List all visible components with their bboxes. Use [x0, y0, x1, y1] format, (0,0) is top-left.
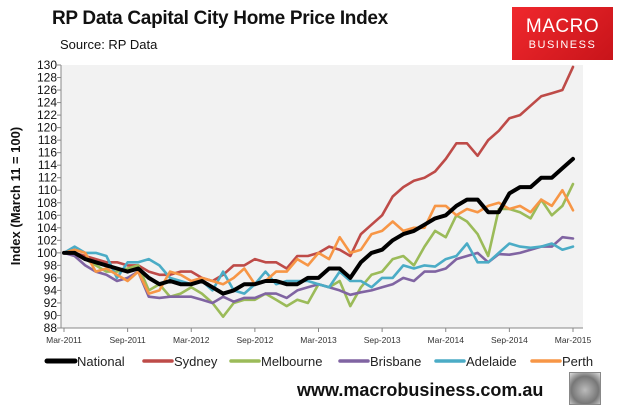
series-line-adelaide	[62, 242, 575, 295]
y-tick-label: 100	[37, 246, 57, 260]
legend-item-perth: Perth	[530, 354, 593, 369]
x-tick-label: Sep-2013	[364, 335, 401, 345]
x-tick-label: Mar-2015	[555, 335, 592, 345]
x-tick-label: Mar-2011	[46, 335, 82, 345]
y-tick-label: 118	[38, 133, 57, 147]
series-line-perth	[62, 188, 575, 295]
legend-item-adelaide: Adelaide	[434, 354, 517, 369]
y-tick-label: 108	[37, 196, 57, 210]
legend-item-national: National	[44, 354, 125, 369]
y-tick-label: 130	[37, 58, 57, 72]
logo-line1: MACRO	[525, 16, 600, 37]
y-tick-label: 112	[38, 171, 57, 185]
y-tick-label: 110	[38, 183, 57, 197]
legend-label: Adelaide	[466, 354, 517, 369]
legend-label: Perth	[562, 354, 593, 369]
x-tick-label: Sep-2014	[491, 335, 528, 345]
legend-label: Sydney	[174, 354, 218, 369]
y-tick-label: 90	[44, 308, 58, 322]
legend-item-sydney: Sydney	[142, 354, 218, 369]
x-tick-label: Mar-2013	[300, 335, 337, 345]
x-tick-label: Sep-2011	[110, 335, 147, 345]
y-tick-label: 102	[37, 233, 57, 247]
y-tick-label: 92	[44, 296, 58, 310]
y-tick-label: 114	[38, 158, 57, 172]
plot-area	[61, 65, 583, 328]
website-url: www.macrobusiness.com.au	[297, 380, 544, 400]
legend-item-melbourne: Melbourne	[229, 354, 322, 369]
y-tick-label: 116	[38, 146, 57, 160]
x-tick-label: Sep-2012	[236, 335, 273, 345]
y-tick-label: 98	[44, 258, 58, 272]
y-tick-label: 122	[37, 108, 57, 122]
legend-label: National	[77, 354, 125, 369]
y-tick-label: 126	[37, 83, 57, 97]
legend-item-brisbane: Brisbane	[338, 354, 421, 369]
x-tick-label: Mar-2012	[173, 335, 210, 345]
y-tick-label: 94	[44, 283, 58, 297]
chart-title: RP Data Capital City Home Price Index	[52, 8, 388, 29]
y-tick-label: 120	[37, 121, 57, 135]
y-tick-label: 88	[44, 321, 58, 335]
y-tick-label: 106	[37, 208, 57, 222]
legend-label: Melbourne	[261, 354, 322, 369]
series-line-national	[62, 156, 575, 296]
y-tick-label: 104	[37, 221, 57, 235]
y-tick-label: 96	[44, 271, 58, 285]
legend-label: Brisbane	[370, 354, 421, 369]
x-tick-label: Mar-2014	[428, 335, 465, 345]
y-axis-label: Index (March 11 = 100)	[8, 127, 23, 265]
logo-line2: BUSINESS	[528, 39, 597, 51]
y-tick-label: 128	[37, 71, 57, 85]
chart-subtitle: Source: RP Data	[60, 37, 158, 52]
y-tick-label: 124	[37, 96, 57, 110]
macrobusiness-logo: MACRO BUSINESS	[512, 7, 613, 60]
wolf-icon	[569, 372, 601, 405]
